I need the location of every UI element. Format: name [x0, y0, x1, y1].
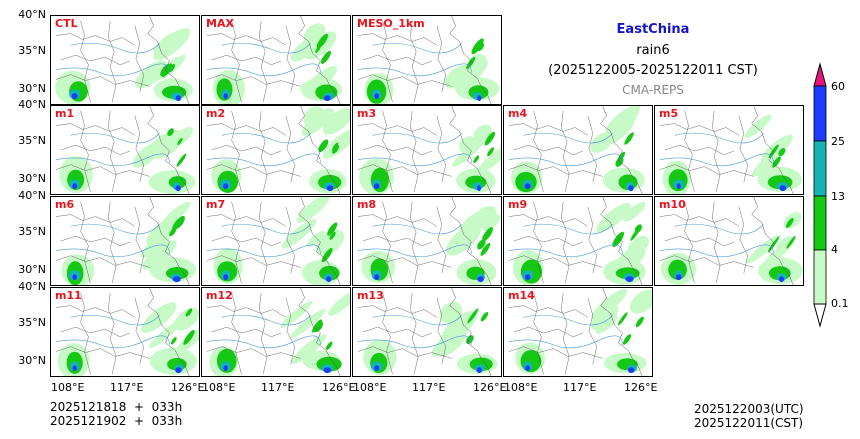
lon-label: 117°E: [110, 381, 144, 394]
lat-label: 40°N: [18, 8, 46, 21]
map-panel-m11: m11: [50, 287, 200, 377]
map-panel-m8: m8: [352, 196, 502, 286]
colorbar-band-5: [813, 85, 827, 142]
period-title: (2025122005-2025122011 CST): [548, 63, 758, 78]
panel-label: m1: [55, 107, 75, 120]
panel-label: m5: [659, 107, 679, 120]
precip-map: [206, 288, 350, 376]
map-panel-m12: m12: [201, 287, 351, 377]
lon-label: 126°E: [171, 381, 205, 394]
precip-map: [357, 288, 498, 376]
map-panel-m5: m5: [654, 105, 804, 195]
lat-label: 35°N: [18, 316, 46, 329]
precip-map: [508, 106, 645, 194]
map-panel-m1: m1: [50, 105, 200, 195]
panel-label: m3: [357, 107, 377, 120]
panel-label: CTL: [55, 17, 78, 30]
map-panel-max: MAX: [201, 15, 351, 105]
precip-map: [55, 288, 199, 376]
source-label: CMA-REPS: [622, 83, 684, 97]
lat-label: 40°N: [18, 98, 46, 111]
colorbar-label-13: 13: [831, 190, 845, 203]
lon-label: 126°E: [473, 381, 507, 394]
lon-label: 117°E: [563, 381, 597, 394]
panel-label: m9: [508, 198, 528, 211]
colorbar-label-60: 60: [831, 80, 845, 93]
precip-map: [206, 16, 343, 104]
precip-map: [357, 106, 501, 194]
panel-label: m14: [508, 289, 535, 302]
init-time-cst: 2025121902 + 033h: [50, 414, 183, 428]
colorbar-extend-min: [813, 303, 827, 328]
lat-label: 35°N: [18, 134, 46, 147]
lon-label: 108°E: [504, 381, 538, 394]
panel-label: m2: [206, 107, 226, 120]
precip-map: [55, 16, 193, 104]
map-panel-m2: m2: [201, 105, 351, 195]
map-panel-m9: m9: [503, 196, 653, 286]
colorbar-band-4: [813, 140, 827, 197]
precip-map: [659, 197, 803, 285]
panel-label: m6: [55, 198, 75, 211]
valid-time-cst: 2025122011(CST): [694, 416, 804, 430]
precip-map: [206, 106, 350, 194]
panel-label: m10: [659, 198, 686, 211]
lon-label: 108°E: [353, 381, 387, 394]
lat-label: 30°N: [18, 263, 46, 276]
lat-label: 30°N: [18, 354, 46, 367]
colorbar: [813, 62, 827, 328]
panel-label: MESO_1km: [357, 17, 425, 30]
lon-label: 117°E: [261, 381, 295, 394]
panel-label: m11: [55, 289, 82, 302]
colorbar-label-0-1: 0.1: [831, 297, 849, 310]
lat-label: 30°N: [18, 82, 46, 95]
lat-label: 40°N: [18, 280, 46, 293]
panel-label: m13: [357, 289, 384, 302]
precip-map: [357, 197, 501, 285]
lon-label: 126°E: [624, 381, 658, 394]
precip-map: [357, 16, 500, 104]
lon-label: 126°E: [322, 381, 356, 394]
panel-label: m8: [357, 198, 377, 211]
init-time-utc: 2025121818 + 033h: [50, 400, 183, 414]
region-title: EastChina: [616, 22, 690, 37]
lat-label: 30°N: [18, 172, 46, 185]
map-panel-ctl: CTL: [50, 15, 200, 105]
precip-map: [508, 197, 650, 285]
lon-label: 117°E: [412, 381, 446, 394]
map-panel-m14: m14: [503, 287, 653, 377]
panel-label: m4: [508, 107, 528, 120]
panel-label: m7: [206, 198, 226, 211]
precip-map: [206, 197, 345, 285]
colorbar-band-2: [813, 249, 827, 305]
panel-label: MAX: [206, 17, 234, 30]
lon-label: 108°E: [202, 381, 236, 394]
valid-time-utc: 2025122003(UTC): [694, 402, 804, 416]
lat-label: 35°N: [18, 44, 46, 57]
panel-label: m12: [206, 289, 233, 302]
colorbar-label-25: 25: [831, 135, 845, 148]
colorbar-band-3: [813, 195, 827, 251]
lat-label: 40°N: [18, 189, 46, 202]
variable-title: rain6: [636, 43, 670, 58]
map-panel-m3: m3: [352, 105, 502, 195]
precip-map: [508, 288, 652, 376]
map-panel-m13: m13: [352, 287, 502, 377]
precip-map: [659, 106, 802, 194]
lon-label: 108°E: [51, 381, 85, 394]
map-panel-m10: m10: [654, 196, 804, 286]
precip-map: [55, 106, 196, 194]
colorbar-extend-max: [813, 62, 827, 87]
colorbar-label-4: 4: [831, 243, 838, 256]
map-panel-m4: m4: [503, 105, 653, 195]
lat-label: 35°N: [18, 225, 46, 238]
map-panel-m6: m6: [50, 196, 200, 286]
map-panel-m7: m7: [201, 196, 351, 286]
precip-map: [55, 197, 197, 285]
map-panel-meso-1km: MESO_1km: [352, 15, 502, 105]
